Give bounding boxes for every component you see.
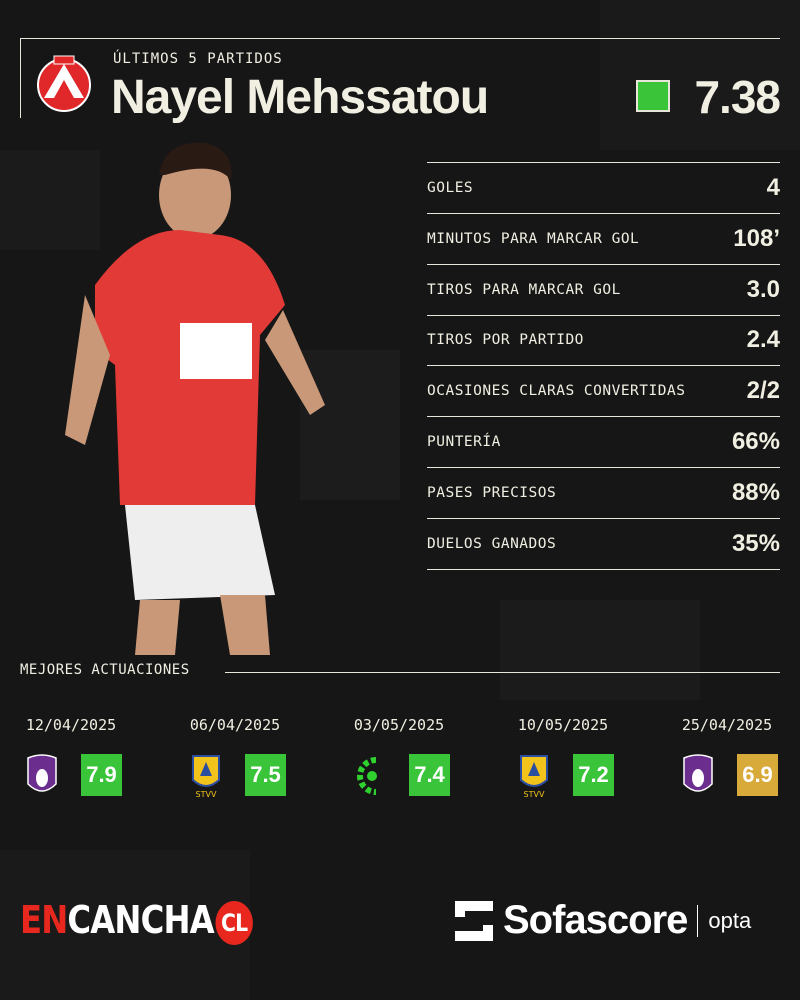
performance-item: 10/05/2025 STVV 7.2 <box>512 716 614 799</box>
stat-label: DUELOS GANADOS <box>427 535 557 552</box>
stat-label: PUNTERÍA <box>427 434 501 450</box>
stat-label: OCASIONES CLARAS CONVERTIDAS <box>427 383 686 400</box>
stat-value: 3.0 <box>746 275 780 303</box>
stats-top-line <box>427 162 780 163</box>
stat-label: TIROS POR PARTIDO <box>427 332 584 349</box>
stat-label: MINUTOS PARA MARCAR GOL <box>427 230 640 247</box>
performance-item: 12/04/2025 7.9 <box>20 716 122 796</box>
match-date: 03/05/2025 <box>353 716 445 734</box>
logo-cl: CL <box>215 900 253 945</box>
sofascore-text: Sofascore <box>503 898 688 942</box>
stat-row: OCASIONES CLARAS CONVERTIDAS 2/2 <box>427 366 780 418</box>
opta-text: opta <box>708 907 752 933</box>
stat-row: PUNTERÍA 66% <box>427 417 780 468</box>
match-rating: 7.9 <box>81 754 122 796</box>
beerschot-badge-icon <box>26 754 58 798</box>
stat-label: GOLES <box>427 180 474 196</box>
stat-value: 88% <box>731 478 780 506</box>
match-rating: 6.9 <box>737 754 778 796</box>
match-date: 12/04/2025 <box>25 716 117 734</box>
match-rating: 7.4 <box>409 754 450 796</box>
stat-row: DUELOS GANADOS 35% <box>427 519 780 570</box>
performance-item: 06/04/2025 STVV 7.5 <box>184 716 286 799</box>
stat-row: MINUTOS PARA MARCAR GOL 108’ <box>427 214 780 265</box>
stat-row: TIROS PARA MARCAR GOL 3.0 <box>427 265 780 316</box>
sofascore-opta-logo: Sofascore opta <box>455 898 751 943</box>
svg-text:STVV: STVV <box>196 790 217 798</box>
stat-row: GOLES 4 <box>427 163 780 214</box>
stat-value: 35% <box>731 529 780 557</box>
logo-cancha: CANCHA <box>67 898 214 942</box>
match-rating: 7.5 <box>245 754 286 796</box>
logo-en: EN <box>20 898 68 942</box>
performance-item: 25/04/2025 6.9 <box>676 716 778 796</box>
stat-value: 2.4 <box>746 326 780 354</box>
performance-item: 03/05/2025 7.4 <box>348 716 450 796</box>
stat-value: 4 <box>766 174 780 201</box>
sofascore-icon <box>455 900 493 941</box>
match-date: 25/04/2025 <box>681 716 773 734</box>
stat-row: TIROS POR PARTIDO 2.4 <box>427 315 780 367</box>
svg-text:STVV: STVV <box>524 790 545 798</box>
best-performances-title: MEJORES ACTUACIONES <box>20 662 190 678</box>
player-photo <box>65 142 325 655</box>
encancha-logo: ENCANCHA CL <box>20 898 253 945</box>
average-rating: 7.38 <box>694 71 781 123</box>
stat-value: 66% <box>731 428 780 455</box>
player-name: Nayel Mehssatou <box>111 71 489 124</box>
stvv-badge-icon: STVV <box>190 754 222 799</box>
best-divider <box>225 672 780 673</box>
header-top-line <box>20 38 780 39</box>
match-date: 10/05/2025 <box>517 716 609 734</box>
club-badge-icon <box>37 55 91 112</box>
logo-divider <box>697 904 699 937</box>
cercle-brugge-badge-icon <box>354 754 386 798</box>
stat-value: 108’ <box>733 224 780 252</box>
stat-label: TIROS PARA MARCAR GOL <box>427 281 621 298</box>
rating-color-square <box>636 80 670 112</box>
stvv-badge-icon: STVV <box>518 754 550 799</box>
stat-label: PASES PRECISOS <box>427 484 557 501</box>
match-date: 06/04/2025 <box>189 716 281 734</box>
stat-value: 2/2 <box>746 377 780 405</box>
stat-row: PASES PRECISOS 88% <box>427 468 780 519</box>
beerschot-badge-icon <box>682 754 714 798</box>
subtitle: ÚLTIMOS 5 PARTIDOS <box>113 51 283 67</box>
match-rating: 7.2 <box>573 754 614 796</box>
header-side-line <box>20 38 21 118</box>
